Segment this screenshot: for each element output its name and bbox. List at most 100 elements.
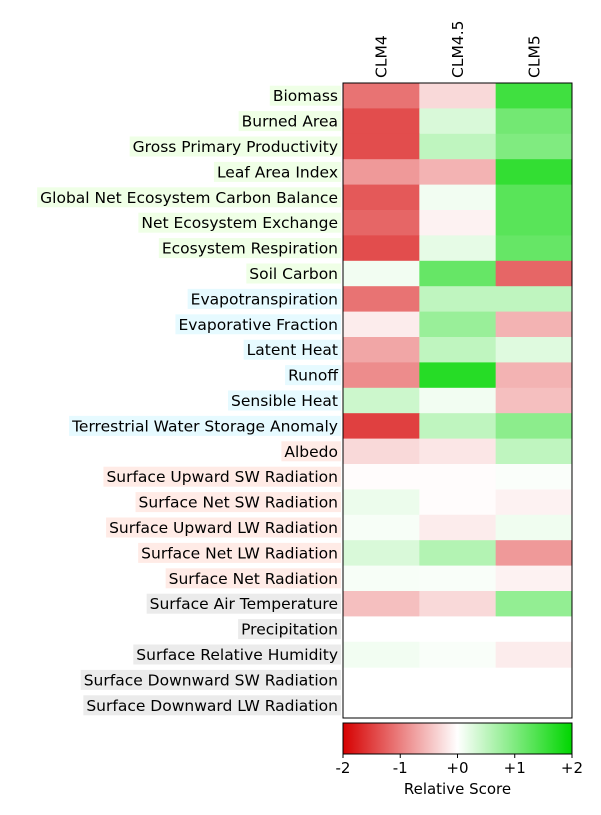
row-label: Evaporative Fraction	[178, 316, 338, 334]
row-label-bg	[175, 314, 341, 335]
row-label-bg	[238, 111, 341, 132]
heatmap-cell	[495, 438, 573, 465]
row-label-bg	[133, 644, 341, 665]
colorbar-tick-label: +1	[504, 759, 526, 777]
row-label-bg	[80, 669, 341, 690]
heatmap-cell	[343, 387, 420, 414]
row-label: Surface Relative Humidity	[136, 646, 338, 664]
heatmap-cells	[343, 83, 573, 668]
row-label: Surface Net Radiation	[169, 570, 338, 588]
row-label: Surface Downward SW Radiation	[84, 671, 338, 689]
row-label: Precipitation	[241, 621, 338, 639]
row-label-bg	[243, 339, 341, 360]
plot-frame	[342, 82, 573, 719]
row-label: Soil Carbon	[249, 265, 338, 283]
column-labels: CLM4 CLM4.5 CLM5	[373, 21, 544, 78]
heatmap-cell	[495, 311, 573, 338]
heatmap-cell	[343, 413, 420, 440]
heatmap-cell	[495, 210, 573, 236]
colorbar	[342, 722, 573, 755]
row-label-bg	[129, 136, 341, 157]
heatmap-cell	[343, 540, 420, 567]
row-label: Net Ecosystem Exchange	[141, 214, 338, 232]
row-label-bg	[135, 492, 341, 513]
heatmap-cell	[419, 514, 497, 541]
heatmap-cell	[343, 489, 420, 516]
row-label-bg	[69, 415, 341, 436]
row-label-bg	[165, 568, 341, 589]
row-label: Leaf Area Index	[217, 163, 338, 181]
heatmap-cell	[495, 514, 573, 541]
row-label: Surface Net LW Radiation	[141, 544, 338, 562]
heatmap-cell	[419, 616, 497, 643]
heatmap-cell	[343, 565, 420, 592]
heatmap-cell	[495, 83, 573, 109]
heatmap-cell	[343, 591, 420, 617]
heatmap-cell	[419, 311, 497, 338]
heatmap-cell	[495, 641, 573, 668]
row-label-bg	[281, 441, 341, 462]
heatmap-cell	[495, 565, 573, 592]
heatmap-cell	[495, 464, 573, 490]
row-label-bg	[146, 593, 341, 614]
row-label: Surface Air Temperature	[150, 595, 338, 613]
heatmap-cell	[419, 641, 497, 668]
heatmap-cell	[343, 337, 420, 363]
row-label-bg	[228, 390, 341, 411]
row-label-bg	[138, 212, 341, 233]
row-label: Surface Downward LW Radiation	[86, 697, 338, 715]
row-label: Gross Primary Productivity	[133, 138, 338, 156]
row-label: Surface Net SW Radiation	[139, 494, 338, 512]
row-label: Surface Upward LW Radiation	[109, 519, 338, 537]
heatmap-cell	[419, 184, 497, 211]
heatmap-cell	[343, 133, 420, 160]
heatmap-cell	[343, 159, 420, 186]
row-label: Terrestrial Water Storage Anomaly	[71, 417, 338, 435]
heatmap-cell	[495, 616, 573, 643]
heatmap-cell	[495, 286, 573, 313]
heatmap-cell	[343, 311, 420, 338]
heatmap-cell	[419, 591, 497, 617]
colorbar-tick-label: +2	[561, 759, 583, 777]
column-label: CLM4	[373, 35, 391, 78]
row-label: Latent Heat	[247, 341, 338, 359]
heatmap-cell	[419, 540, 497, 567]
heatmap-cell	[419, 565, 497, 592]
row-label-bg	[213, 161, 341, 182]
heatmap-cell	[495, 108, 573, 135]
heatmap-cell	[419, 108, 497, 135]
heatmap-cell	[495, 387, 573, 414]
heatmap-cell	[419, 83, 497, 109]
heatmap-cell	[419, 489, 497, 516]
heatmap-cell	[343, 260, 420, 287]
heatmap-cell	[343, 184, 420, 211]
row-label: Biomass	[273, 87, 338, 105]
row-label-bg	[285, 365, 341, 386]
row-label-bg	[138, 542, 341, 563]
row-label-bg	[158, 238, 341, 259]
heatmap-cell	[419, 235, 497, 262]
colorbar-ticks: -2 -1 +0 +1 +2	[336, 754, 583, 777]
heatmap-cell	[419, 286, 497, 313]
heatmap-cell	[343, 286, 420, 313]
heatmap-cell	[495, 337, 573, 363]
heatmap-cell	[343, 464, 420, 490]
heatmap-cell	[419, 159, 497, 186]
heatmap-cell	[343, 83, 420, 109]
row-label-bg	[106, 517, 341, 538]
row-label-bg	[269, 85, 341, 106]
heatmap-cell	[343, 641, 420, 668]
heatmap-cell	[419, 413, 497, 440]
heatmap-cell	[419, 133, 497, 160]
heatmap-cell	[419, 362, 497, 389]
heatmap-cell	[343, 210, 420, 236]
heatmap-cell	[495, 235, 573, 262]
row-label: Global Net Ecosystem Carbon Balance	[40, 189, 338, 207]
row-label: Runoff	[288, 367, 338, 385]
row-label: Ecosystem Respiration	[162, 240, 338, 258]
heatmap-cell	[343, 108, 420, 135]
row-label-bg	[83, 695, 341, 716]
heatmap-cell	[343, 438, 420, 465]
heatmap-cell	[419, 438, 497, 465]
